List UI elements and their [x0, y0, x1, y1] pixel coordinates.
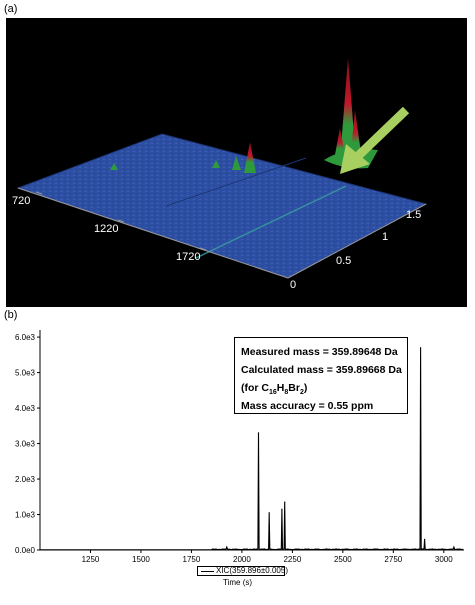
x-tick-label: 720: [12, 195, 30, 207]
surface-plot: 720 1220 1720 0 0.5 1 1.5: [12, 58, 428, 291]
peak-apex-point: [268, 512, 270, 514]
y-tick-label: 3.0e3: [15, 440, 36, 449]
x-tick-label: 2500: [334, 555, 352, 564]
y-tick-label: 2.0e3: [15, 475, 36, 484]
mass-accuracy: Mass accuracy = 0.55 ppm: [241, 400, 374, 412]
x-tick-mark: [35, 191, 43, 195]
x-tick-label: 1750: [183, 555, 201, 564]
y-tick-label: 6.0e3: [15, 333, 36, 342]
peak-apex-point: [424, 538, 426, 540]
panel-a-label: (a): [4, 3, 18, 15]
y-axis-line: [287, 203, 427, 279]
y-tick-label: 0: [290, 279, 296, 291]
left-peak-small: [110, 163, 118, 170]
legend: XIC(359.896±0.005): [197, 566, 288, 576]
xic-chart: 0.0e0 1.0e3 2.0e3 3.0e3 4.0e3 5.0e3 6.0e3 1250 1…: [15, 330, 464, 564]
y-tick-label: 1.0e3: [15, 511, 36, 520]
peak-apex-point: [284, 501, 286, 503]
panel-a-3d-plot: 720 1220 1720 0 0.5 1 1.5: [6, 18, 467, 307]
ridge-line: [195, 185, 347, 259]
mass-info-box: Measured mass = 359.89648 Da Calculated …: [234, 337, 408, 414]
peak-apex-point: [453, 546, 455, 548]
main-peak-shoulder: [334, 128, 346, 160]
x-tick-label: 1720: [176, 251, 200, 263]
x-tick-label: 2000: [233, 555, 251, 564]
y-tick-label: 5.0e3: [15, 369, 36, 378]
x-tick-label: 1500: [132, 555, 150, 564]
x-tick-label: 2750: [384, 555, 402, 564]
y-tick-label: 1.5: [406, 209, 421, 221]
y-tick-label: 4.0e3: [15, 404, 36, 413]
x-tick-label: 1250: [82, 555, 100, 564]
y-tick-label: 0.5: [336, 255, 351, 267]
peak-apex-point: [257, 432, 260, 434]
legend-swatch: [201, 571, 214, 572]
series-line-xic: [39, 347, 464, 551]
x-axis-label: Time (s): [222, 578, 253, 587]
main-peak: [340, 58, 356, 160]
ridge-line: [165, 157, 307, 207]
x-tick-label: 3000: [435, 555, 453, 564]
x-axis-line: [17, 187, 289, 279]
arrow-icon: [340, 106, 410, 174]
formula: (for C16H8Br2): [241, 382, 308, 397]
y-tick-label: 0.0e0: [15, 546, 36, 555]
legend-label: XIC(359.896±0.005): [216, 566, 288, 575]
measured-mass: Measured mass = 359.89648 Da: [241, 346, 398, 358]
main-peak-side: [350, 110, 362, 160]
peak-apex-point: [419, 347, 422, 349]
x-tick-label: 2250: [283, 555, 301, 564]
x-tick-mark: [199, 247, 207, 251]
middle-peak-small: [232, 156, 241, 170]
peak-apex-point: [281, 508, 283, 510]
panel-b-label: (b): [4, 309, 18, 321]
x-tick-label: 1220: [94, 223, 118, 235]
middle-peak-small: [212, 160, 220, 168]
y-tick-label: 1: [382, 231, 388, 243]
middle-peak: [244, 142, 256, 173]
calculated-mass: Calculated mass = 359.89668 Da: [241, 364, 402, 376]
peak-apex-point: [226, 546, 228, 548]
panel-b-chromatogram: 0.0e0 1.0e3 2.0e3 3.0e3 4.0e3 5.0e3 6.0e3 1250 1…: [0, 325, 475, 600]
x-tick-mark: [117, 219, 125, 223]
